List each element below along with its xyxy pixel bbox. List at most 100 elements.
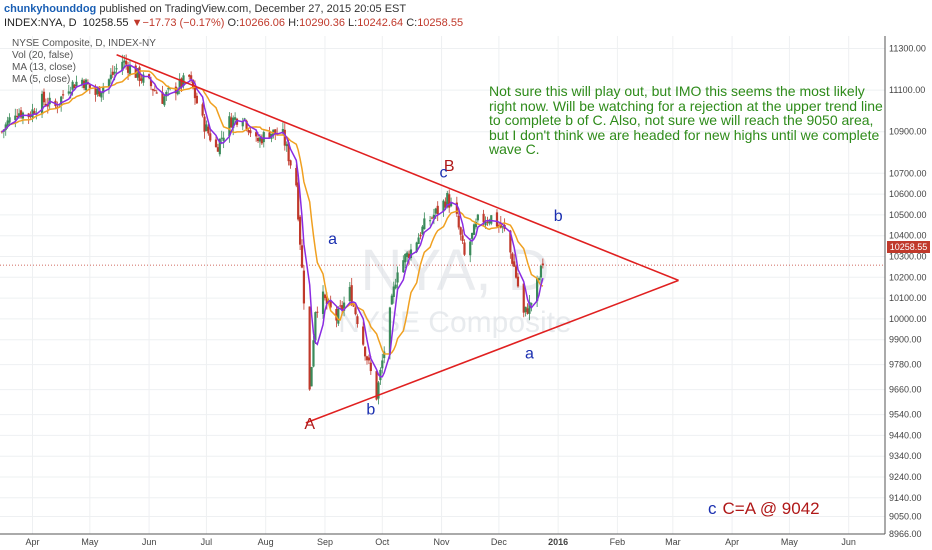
y-tick-label: 9540.00 [889,410,922,420]
candle-body [335,309,338,321]
candle-body [415,242,418,252]
candle-body [81,79,84,85]
wave-label-b: b [366,402,375,419]
candle-body [407,253,411,259]
y-tick-label: 11100.00 [889,85,925,95]
candle-body [4,124,7,131]
candle-body [31,109,34,118]
candle-body [67,91,70,94]
wave-label-a: a [525,345,534,362]
candle-body [102,86,105,94]
legend-title[interactable]: NYSE Composite, D, INDEX-NY [12,38,156,49]
candle-body [247,129,250,133]
x-tick-label: Apr [25,537,39,547]
candle-body [472,224,476,235]
candle-body [255,132,258,137]
x-tick-label: Mar [665,537,681,547]
candle-body [176,89,179,95]
ma5-line [1,64,544,378]
candle-body [381,360,384,369]
high-value: 10290.36 [299,17,345,29]
candle-body [283,129,286,146]
candle-body [8,117,11,123]
wave-label-A: A [304,416,315,433]
last-price: 10258.55 [82,17,129,29]
legend-vol[interactable]: Vol (20, false) [12,50,74,61]
candle-body [207,126,210,134]
candle-body [190,75,193,80]
y-tick-label: 10000.00 [889,314,927,324]
y-tick-label: 10700.00 [889,168,927,178]
candle-body [96,89,99,95]
candle-body [501,226,504,228]
candle-body [193,85,197,99]
candle-body [350,285,353,306]
candle-body [274,129,277,135]
candle-body [18,113,21,117]
candle-body [100,92,103,98]
y-tick-label: 9340.00 [889,451,922,461]
wave-label-b: b [554,208,563,225]
candle-body [459,227,462,235]
candle-body [341,305,344,310]
candle-body [155,92,158,94]
candle-body [16,115,19,118]
candle-body [300,245,304,268]
candle-body [363,346,367,357]
candle-body [526,308,529,314]
candle-body [457,215,460,228]
candle-body [302,270,306,304]
low-value: 10242.64 [357,17,404,29]
candle-body [354,307,357,315]
candle-body [151,89,155,91]
x-tick-label: Jul [201,537,213,547]
x-tick-label: Feb [610,537,626,547]
candle-body [476,214,479,221]
x-tick-label: May [81,537,99,547]
candle-body [524,306,527,313]
x-tick-label: Oct [375,537,390,547]
candle-body [163,96,166,106]
candle-body [123,60,126,63]
candle-body [367,357,371,361]
candle-body [205,124,208,131]
candle-body [218,138,221,155]
author-name[interactable]: chunkyhounddog [4,3,97,15]
candle-body [14,115,17,121]
y-tick-label: 10200.00 [889,272,927,282]
y-tick-label: 9140.00 [889,493,922,503]
candle-body [404,254,407,263]
wave-label-c: c [439,164,447,181]
candle-body [216,147,220,152]
candle-body [448,194,451,208]
y-tick-label: 10500.00 [889,210,927,220]
candle-body [419,234,422,237]
candle-body [383,351,386,359]
legend-ma5[interactable]: MA (5, close) [12,74,71,85]
candle-body [153,90,156,92]
candle-body [126,65,130,73]
candle-body [316,311,319,313]
x-tick-label: Sep [317,537,333,547]
candle-body [474,221,478,228]
candle-body [388,307,392,355]
symbol-label: INDEX:NYA, D [4,17,77,29]
candle-body [61,94,65,96]
candle-body [530,303,533,305]
y-tick-label: 10900.00 [889,127,927,137]
y-tick-label: 11300.00 [889,43,926,53]
candle-body [536,278,539,302]
candle-body [463,242,466,255]
candle-body [287,142,290,162]
y-tick-label: 9240.00 [889,472,922,482]
candle-body [461,235,464,241]
candle-body [262,132,265,143]
candle-body [71,81,74,90]
wave-label-B: B [444,158,455,175]
candle-body [109,74,112,80]
candle-body [138,67,141,82]
legend-ma13[interactable]: MA (13, close) [12,62,76,73]
candle-body [471,232,474,239]
x-tick-label: Dec [491,537,508,547]
